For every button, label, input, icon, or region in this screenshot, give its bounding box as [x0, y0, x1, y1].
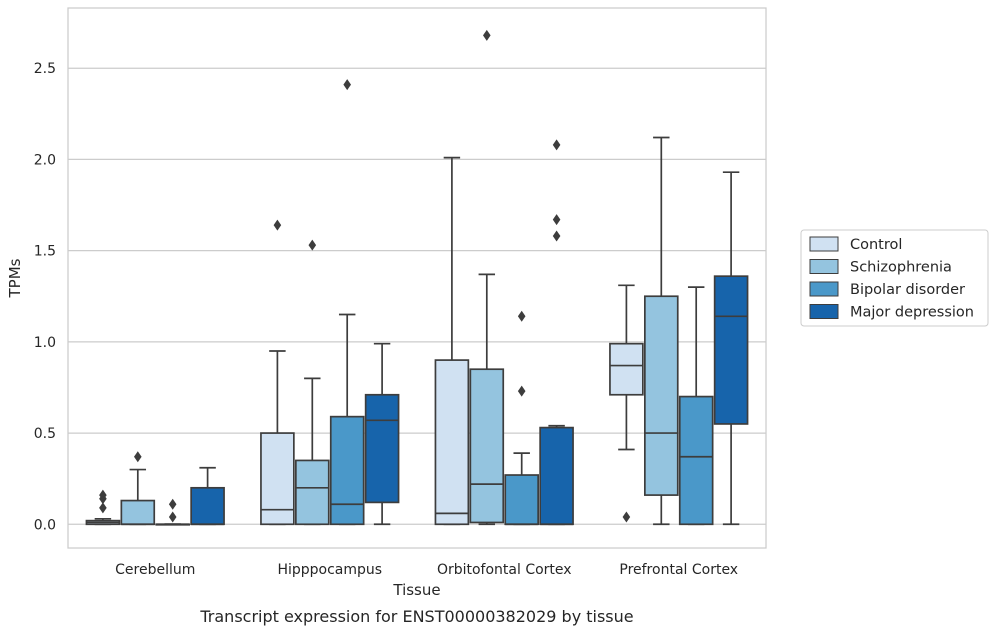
legend-swatch: [809, 281, 839, 297]
outlier-point: [168, 498, 177, 510]
box-0-2: [434, 156, 470, 526]
legend-frame: [800, 229, 989, 327]
box-body: [713, 275, 749, 425]
box-0-0: [85, 489, 121, 526]
box-1-2: [469, 29, 505, 526]
legend-swatch: [809, 304, 839, 319]
legend-label: Major depression: [850, 305, 974, 321]
boxes: [85, 29, 749, 526]
box-1-3: [643, 136, 679, 526]
y-axis-title: TPMs: [6, 258, 24, 298]
legend-label: Control: [850, 237, 902, 253]
y-tick-labels: 0.0 0.5 1.0 1.5 2.0 2.5: [34, 61, 56, 533]
x-tick-label: Cerebellum: [115, 562, 195, 578]
box-body: [329, 415, 365, 526]
outlier-point: [622, 511, 631, 523]
box-body: [364, 393, 400, 504]
box-body: [120, 499, 156, 526]
y-tick-label: 1.0: [34, 335, 56, 351]
box-2-0: [155, 498, 191, 526]
box-body: [260, 432, 295, 526]
chart-caption: Transcript expression for ENST0000038202…: [199, 607, 633, 626]
outlier-point: [99, 489, 107, 501]
box-body: [609, 342, 644, 396]
box-3-3: [713, 171, 749, 526]
outlier-point: [517, 385, 526, 397]
box-2-2: [504, 310, 540, 526]
box-body: [678, 395, 714, 526]
outlier-point: [343, 79, 351, 91]
box-body: [504, 474, 540, 526]
x-tick-label: Prefrontal Cortex: [619, 562, 738, 578]
box-body: [295, 459, 330, 526]
box-body: [539, 426, 574, 526]
outlier-point: [517, 310, 526, 322]
outlier-point: [273, 219, 282, 231]
y-tick-label: 2.5: [34, 61, 56, 77]
box-body: [643, 295, 679, 496]
x-tick-label: Hipppocampus: [277, 562, 382, 578]
box-3-0: [190, 466, 225, 526]
box-3-1: [364, 342, 400, 526]
box-1-1: [295, 239, 330, 526]
outlier-point: [99, 502, 107, 514]
outlier-point: [308, 239, 317, 251]
legend-swatch: [809, 259, 839, 274]
outlier-point: [134, 451, 142, 463]
legend: Control Schizophrenia Bipolar disorder Majo…: [800, 229, 989, 327]
legend-items: Control Schizophrenia Bipolar disorder Majo…: [809, 236, 974, 321]
box-body: [190, 486, 225, 526]
outlier-point: [552, 214, 561, 226]
outlier-point: [483, 29, 491, 41]
y-tick-label: 2.0: [34, 152, 56, 168]
x-tick-labels: Cerebellum Hipppocampus Orbitofontal Corte…: [115, 562, 738, 578]
box-0-3: [609, 284, 644, 523]
y-tick-label: 0.5: [34, 426, 56, 442]
plot-frame: [67, 7, 767, 549]
box-3-2: [539, 139, 574, 526]
outlier-point: [552, 139, 561, 151]
outlier-point: [552, 230, 561, 242]
box-2-3: [678, 286, 714, 526]
box-0-1: [260, 219, 295, 526]
y-tick-label: 0.0: [34, 517, 56, 533]
box-body: [434, 359, 470, 526]
box-2-1: [329, 79, 365, 526]
outlier-point: [168, 511, 177, 523]
box-body: [469, 368, 505, 524]
legend-label: Bipolar disorder: [850, 282, 965, 298]
x-axis-title: Tissue: [392, 581, 440, 599]
legend-label: Schizophrenia: [850, 260, 952, 276]
legend-swatch: [809, 236, 839, 252]
x-tick-label: Orbitofontal Cortex: [437, 562, 572, 578]
y-tick-label: 1.5: [34, 244, 56, 260]
box-1-0: [120, 451, 156, 526]
